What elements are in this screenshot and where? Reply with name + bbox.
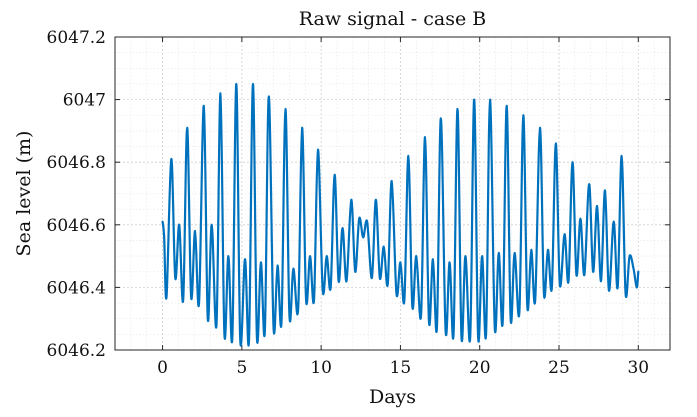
- y-tick-label: 6046.8: [47, 153, 106, 173]
- plot-area-frame: [114, 36, 671, 351]
- x-tick-label: 0: [157, 358, 168, 378]
- y-axis-label: Sea level (m): [13, 131, 35, 257]
- y-tick-label: 6046.6: [47, 216, 106, 236]
- y-tick-label: 6046.4: [47, 278, 106, 298]
- y-tick-label: 6047: [63, 91, 106, 111]
- y-tick-label: 6047.2: [47, 28, 106, 48]
- x-tick-label: 10: [310, 358, 332, 378]
- sea-level-series-line: [161, 82, 640, 347]
- series-layer: [161, 82, 640, 347]
- x-tick-label: 5: [236, 358, 247, 378]
- y-tick-label: 6046.2: [47, 341, 106, 361]
- x-tick-label: 15: [390, 358, 412, 378]
- x-axis-label: Days: [369, 386, 416, 408]
- x-tick-label: 25: [548, 358, 570, 378]
- tick-labels: 0 5 10 15 20 25 30 6046.2 6046.4 6046.6 6046.8 6047…: [47, 28, 650, 378]
- x-tick-label: 20: [469, 358, 491, 378]
- chart-title: Raw signal - case B: [299, 8, 486, 30]
- x-tick-label: 30: [627, 358, 649, 378]
